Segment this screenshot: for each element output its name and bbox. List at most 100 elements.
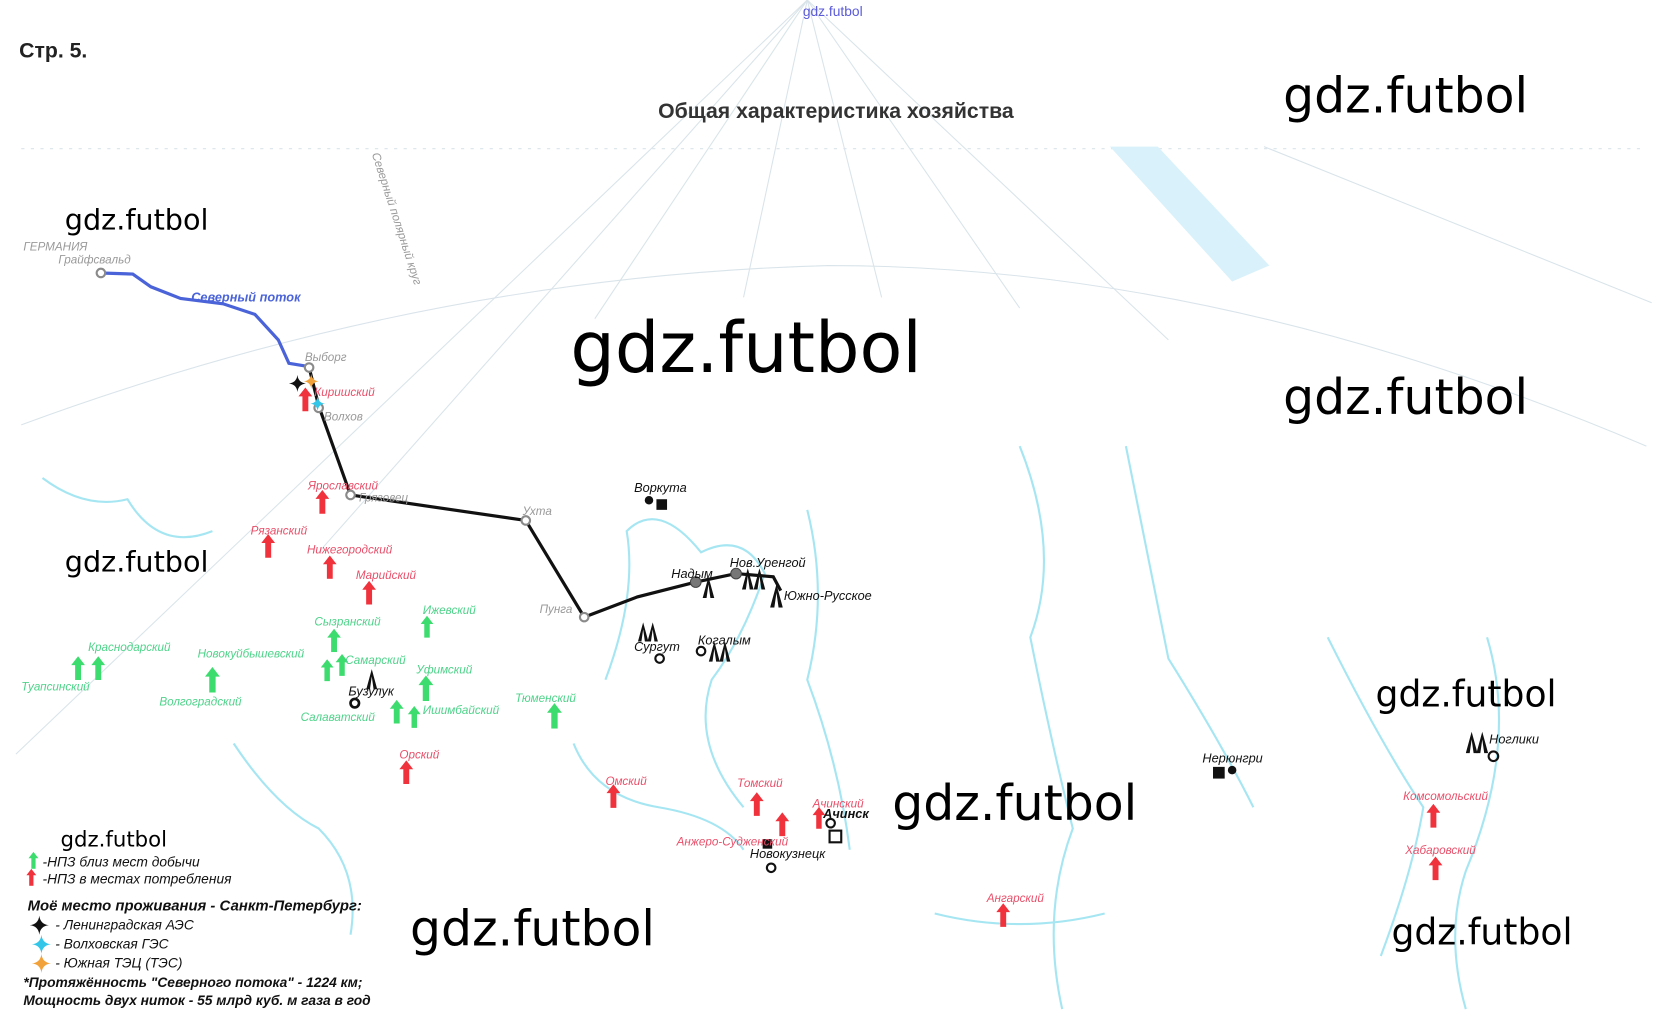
legend-ges: - Волховская ГЭС	[55, 937, 169, 952]
country-label: ГЕРМАНИЯ	[23, 241, 87, 254]
legend-red-arrow-icon	[26, 868, 37, 886]
label-ishimbay: Ишимбайский	[423, 704, 500, 717]
legend-note-capacity: Мощность двух ниток - 55 млрд куб. м газ…	[23, 993, 371, 1008]
refinery-red-arrow-icon	[261, 534, 276, 558]
watermark: gdz.futbol	[1391, 910, 1572, 953]
legend-tes-icon	[31, 953, 51, 973]
label-gryazovets: Грязовец	[359, 491, 409, 504]
legend-ges-icon	[31, 934, 51, 954]
label-surgut: Сургут	[634, 639, 680, 654]
site-tag[interactable]: gdz.futbol	[803, 4, 863, 19]
map-title: Общая характеристика хозяйства	[658, 99, 1014, 123]
coal-icon	[1213, 766, 1225, 779]
label-kirishi: Киришский	[314, 386, 375, 399]
refinery-red-arrow-icon	[362, 580, 377, 605]
legend-note-length: *Протяжённость "Северного потока" - 1224…	[23, 975, 362, 990]
label-greifswald: Грайфсвальд	[58, 253, 131, 266]
watermark: gdz.futbol	[65, 544, 209, 578]
page-label: Стр. 5.	[19, 38, 87, 62]
node-gryazovets	[345, 489, 356, 501]
gas-pipeline	[307, 367, 783, 620]
refinery-red-arrow-icon	[399, 760, 414, 785]
sea-ice-area	[1109, 146, 1270, 282]
label-neryungri: Нерюнгри	[1202, 751, 1262, 766]
label-nizhny: Нижегородский	[307, 543, 393, 556]
legend-home-title: Моё место проживания - Санкт-Петербург:	[28, 898, 362, 914]
watermarks: gdz.futbol gdz.futbol gdz.futbol gdz.fut…	[61, 68, 1573, 958]
label-vyborg: Выборг	[305, 351, 347, 364]
label-krasnodar: Краснодарский	[88, 641, 171, 654]
label-ukhta: Ухта	[522, 505, 553, 518]
label-vorkuta: Воркута	[634, 480, 687, 495]
watermark: gdz.futbol	[570, 307, 922, 389]
rivers	[41, 445, 1501, 1010]
legend-aes: - Ленинградская АЭС	[55, 917, 195, 932]
label-ryazan: Рязанский	[251, 524, 308, 537]
node-urengoy	[730, 567, 742, 580]
label-novy-urengoy: Нов.Уренгой	[730, 555, 806, 570]
lignite-icon	[828, 829, 843, 844]
label-nogliki: Ноглики	[1489, 732, 1539, 747]
city-dot-vorkuta	[644, 496, 654, 505]
label-orsk: Орский	[399, 748, 439, 761]
label-volkhov: Волхов	[324, 411, 363, 424]
label-achinsk-refinery: Ачинский	[812, 797, 865, 810]
label-novokuznetsk: Новокузнецк	[750, 846, 826, 861]
label-omsk: Омский	[605, 775, 647, 788]
node-ukhta	[520, 515, 532, 526]
aes-icon	[288, 374, 306, 392]
nord-stream-label: Северный поток	[191, 290, 301, 305]
refinery-green-arrow-icon	[327, 628, 341, 653]
watermark: gdz.futbol	[1283, 369, 1528, 426]
map-legend: -НПЗ близ мест добычи -НПЗ в местах потр…	[23, 851, 371, 1008]
city-dot-achinsk	[825, 817, 836, 829]
city-dot-neryungri	[1227, 765, 1237, 775]
node-greifswald	[95, 267, 107, 279]
legend-consumption: -НПЗ в местах потребления	[42, 872, 232, 887]
node-punga	[578, 611, 590, 623]
legend-aes-icon	[29, 915, 49, 935]
watermark: gdz.futbol	[1283, 68, 1528, 125]
pipeline-nodes	[95, 267, 742, 623]
refinery-green-arrow-icon	[547, 703, 562, 729]
city-dot-novokuznetsk	[765, 862, 777, 874]
refinery-red-arrow-icon	[1428, 856, 1443, 881]
label-achinsk: Ачинск	[822, 806, 869, 821]
refinery-red-arrow-icon	[749, 792, 764, 816]
watermark: gdz.futbol	[61, 828, 167, 853]
node-nadym	[689, 576, 702, 588]
label-tyumen: Тюменский	[515, 692, 576, 705]
refinery-green-arrow-icon	[389, 699, 404, 724]
refinery-green-arrow-icon	[418, 675, 434, 702]
label-tuapse: Туапсинский	[21, 680, 90, 693]
refinery-green-arrow-icon	[205, 667, 220, 693]
refinery-green-arrow-icon	[407, 706, 421, 728]
label-novokuibyshevsk: Новокуйбышевский	[198, 647, 305, 660]
label-kogalym: Когалым	[698, 633, 751, 648]
label-tomsk: Томский	[737, 777, 783, 790]
label-punga: Пунга	[540, 603, 573, 616]
map-graticule	[15, 0, 1652, 755]
refineries-consumption	[261, 387, 1443, 927]
watermark: gdz.futbol	[892, 775, 1137, 832]
legend-tes: - Южная ТЭЦ (ТЭС)	[55, 956, 182, 971]
label-syzran: Сызранский	[314, 616, 381, 629]
refinery-green-arrow-icon	[320, 659, 334, 682]
label-anzhero-sudzhensk: Анжеро-Судженский	[676, 835, 789, 848]
refinery-red-arrow-icon	[1426, 803, 1441, 828]
refinery-green-arrow-icon	[420, 615, 434, 638]
label-volgograd: Волгоградский	[159, 695, 242, 708]
oil-field-icon	[1476, 731, 1489, 754]
legend-green-arrow-icon	[28, 851, 39, 869]
city-dot-kogalym	[695, 645, 707, 657]
city-dot-nogliki	[1487, 750, 1500, 763]
watermark: gdz.futbol	[65, 202, 209, 236]
label-yaroslavl: Ярославский	[307, 480, 379, 493]
watermark: gdz.futbol	[410, 900, 655, 957]
label-ufa: Уфимский	[415, 663, 472, 676]
refinery-red-arrow-icon	[322, 555, 337, 579]
refinery-green-arrow-icon	[91, 656, 106, 680]
arctic-circle-label: Северный полярный круг	[369, 151, 424, 287]
